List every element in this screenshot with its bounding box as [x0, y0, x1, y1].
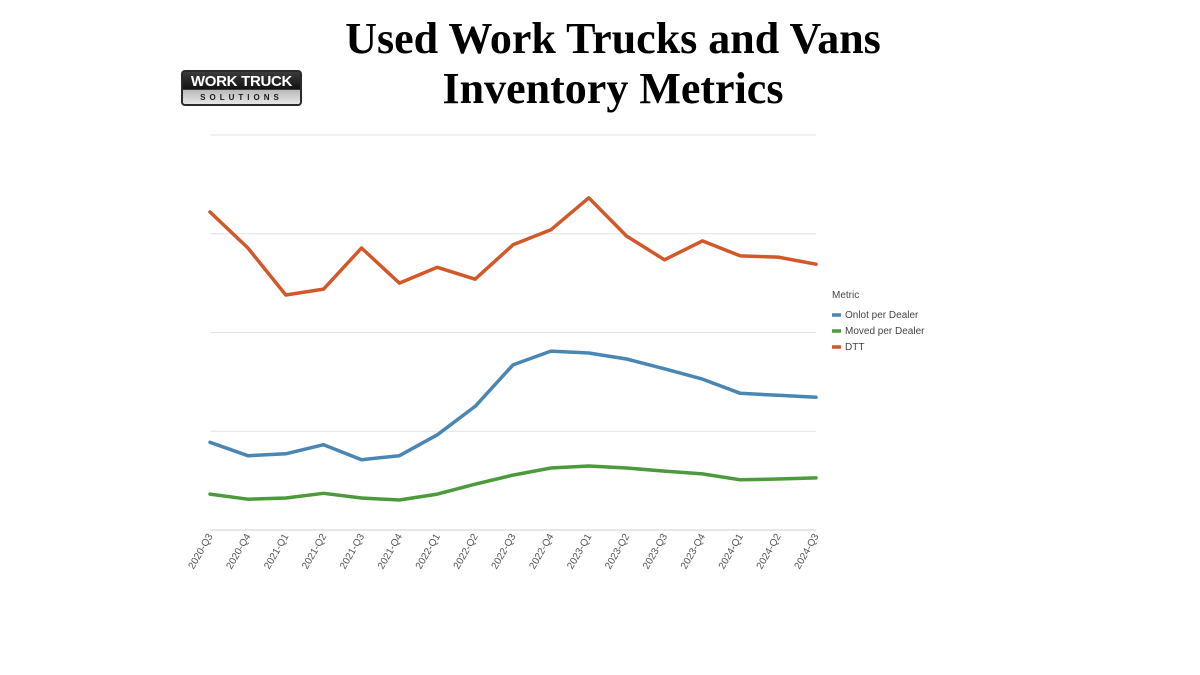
chart-title: Used Work Trucks and Vans Inventory Metr… — [345, 14, 881, 113]
series-lines — [208, 196, 818, 502]
x-tick-label: 2022-Q2 — [452, 532, 481, 572]
x-tick-label: 2024-Q2 — [755, 532, 784, 572]
logo-bottom-text: SOLUTIONS — [200, 93, 283, 102]
x-tick-label: 2023-Q3 — [641, 532, 670, 572]
series-line-dtt — [208, 196, 818, 297]
x-tick-label: 2022-Q4 — [527, 532, 556, 572]
x-axis-tick-labels: 2020-Q3 2020-Q4 2021-Q1 2021-Q2 2021-Q3 2021-… — [187, 532, 822, 572]
x-tick-label: 2023-Q1 — [565, 532, 594, 572]
series-line-moved-per-dealer — [208, 464, 818, 502]
x-tick-label: 2023-Q4 — [679, 532, 708, 572]
legend-title: Metric — [832, 290, 859, 301]
x-tick-label: 2024-Q1 — [717, 532, 746, 572]
x-tick-label: 2024-Q3 — [793, 532, 822, 572]
series-line-onlot-per-dealer — [208, 349, 818, 462]
x-tick-label: 2021-Q3 — [338, 532, 367, 572]
legend-label-dtt[interactable]: DTT — [845, 342, 864, 353]
legend-label-onlot-per-dealer[interactable]: Onlot per Dealer — [845, 310, 919, 321]
legend-label-moved-per-dealer[interactable]: Moved per Dealer — [845, 326, 925, 337]
x-tick-label: 2022-Q3 — [490, 532, 519, 572]
x-tick-label: 2020-Q3 — [187, 532, 216, 572]
logo-top-text: WORK TRUCK — [190, 73, 293, 90]
x-tick-label: 2021-Q4 — [376, 532, 405, 572]
work-truck-solutions-logo: WORK TRUCK SOLUTIONS — [181, 70, 302, 106]
x-tick-label: 2020-Q4 — [224, 532, 253, 572]
x-tick-label: 2023-Q2 — [603, 532, 632, 572]
gridlines — [210, 134, 816, 531]
legend: Metric Onlot per Dealer Moved per Dealer D… — [832, 290, 925, 353]
x-tick-label: 2022-Q1 — [414, 532, 443, 572]
x-tick-label: 2021-Q2 — [300, 532, 329, 572]
x-tick-label: 2021-Q1 — [262, 532, 291, 572]
